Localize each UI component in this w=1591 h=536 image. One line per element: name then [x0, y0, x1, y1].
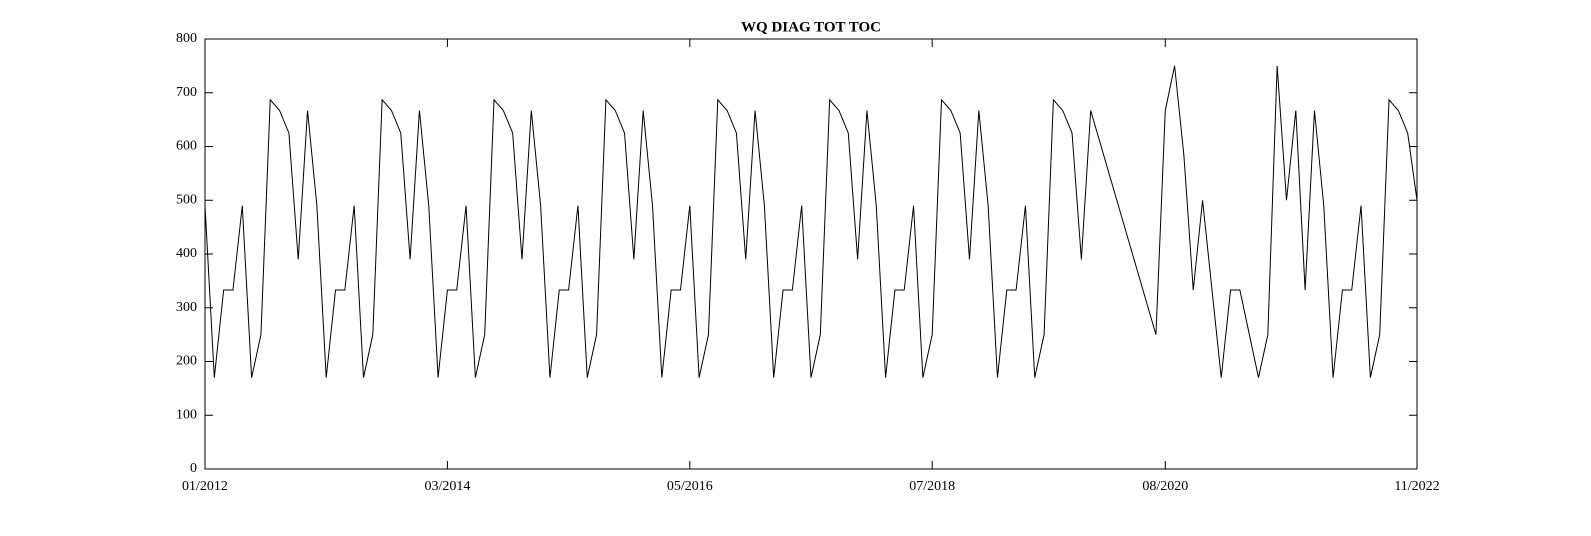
y-tick-label: 0 — [190, 461, 197, 476]
chart-title: WQ DIAG TOT TOC — [741, 19, 881, 35]
data-line — [204, 65, 1418, 378]
y-tick-label: 700 — [176, 85, 197, 100]
x-tick-label: 11/2022 — [1394, 479, 1439, 494]
y-tick-label: 800 — [176, 31, 197, 46]
x-tick-label: 01/2012 — [182, 479, 228, 494]
y-tick-label: 100 — [176, 407, 197, 422]
y-tick-label: 200 — [176, 354, 197, 369]
y-tick-label: 500 — [176, 192, 197, 207]
x-tick-label: 03/2014 — [424, 479, 470, 494]
x-tick-label: 08/2020 — [1142, 479, 1188, 494]
y-tick-label: 400 — [176, 246, 197, 261]
x-tick-label: 05/2016 — [667, 479, 713, 494]
x-tick-label: 07/2018 — [909, 479, 955, 494]
plot-box — [204, 38, 1418, 470]
y-tick-label: 300 — [176, 300, 197, 315]
y-tick-label: 600 — [176, 139, 197, 154]
